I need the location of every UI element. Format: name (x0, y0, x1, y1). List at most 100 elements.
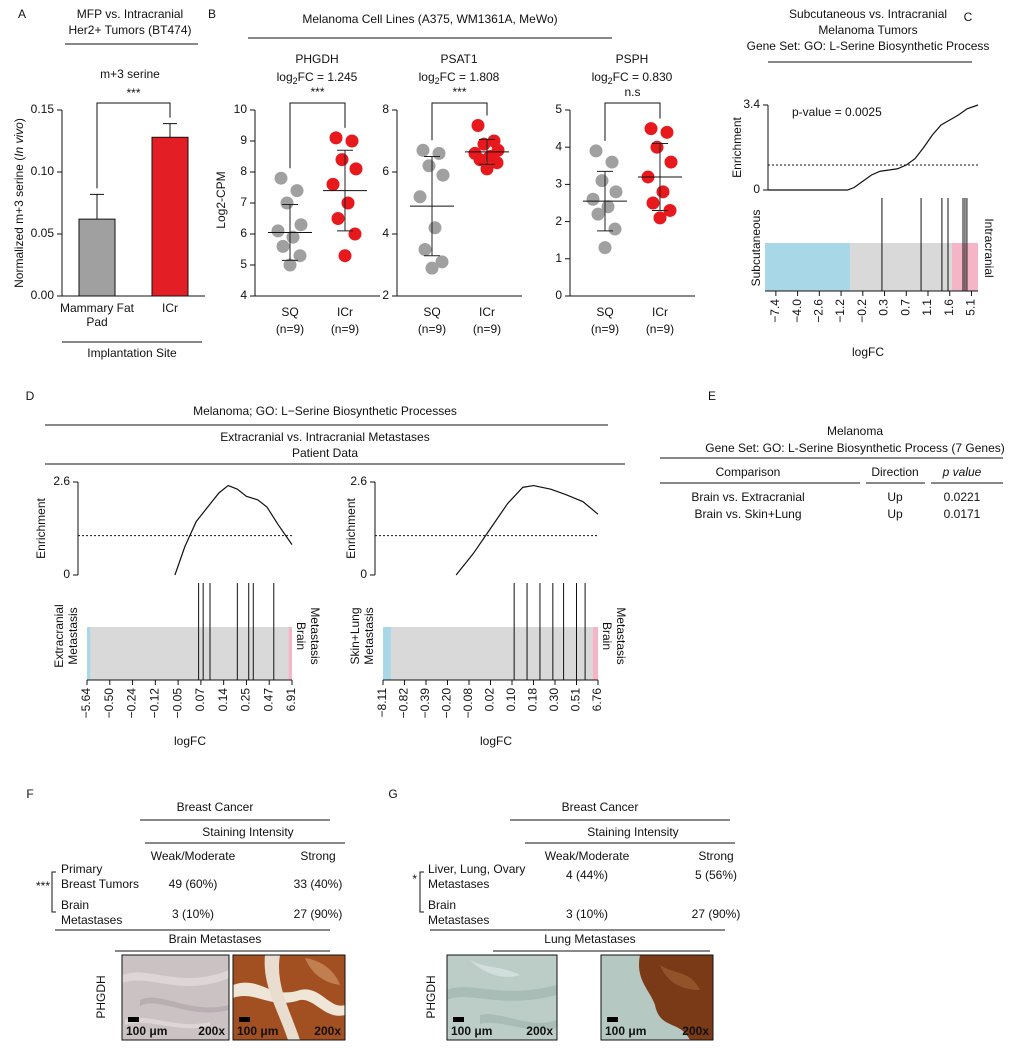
micrograph (600, 954, 714, 1041)
x-tick-label: 0.7 (898, 299, 912, 316)
y-tick-label: 0.15 (31, 102, 55, 116)
dot (331, 212, 345, 225)
significance: n.s (624, 85, 640, 99)
micrograph-frame (121, 954, 230, 1041)
micrograph-tissue (122, 970, 229, 987)
dot (290, 184, 304, 198)
column-header: Strong (698, 849, 733, 863)
y-tick-label: 8 (240, 164, 247, 178)
x-tick-label: 0.3 (877, 299, 891, 316)
micrograph-tissue (660, 965, 700, 990)
color-band (383, 627, 391, 680)
x-tick-label: ICr (479, 305, 495, 319)
dot (294, 218, 308, 232)
fc-sub: 2 (435, 76, 440, 86)
n-label: (n=9) (276, 322, 304, 336)
chart-title: Subcutaneous vs. Intracranial (789, 7, 947, 21)
micrograph-tissue (480, 1014, 557, 1031)
scale-bar (607, 1017, 618, 1022)
panel-label: B (208, 7, 216, 21)
dot (435, 255, 449, 269)
side-label: Metastasis (66, 607, 80, 664)
side-label: Metastasis (362, 607, 376, 664)
fc-label: log2FC = 1.245 (277, 70, 358, 86)
side-label: Subcutaneous (749, 210, 763, 287)
x-tick-label: 1.1 (920, 299, 934, 316)
chart-title: Gene Set: GO: L-Serine Biosynthetic Proc… (747, 39, 990, 53)
dot (335, 153, 349, 167)
dot (349, 162, 363, 176)
plot-title: PSAT1 (440, 52, 477, 66)
cell: Up (887, 490, 903, 504)
x-tick-label: 6.91 (284, 688, 298, 712)
scale-bar (239, 1017, 250, 1022)
dot (646, 196, 660, 210)
n-label: (n=9) (473, 322, 501, 336)
x-axis-label: logFC (174, 734, 206, 748)
y-axis-label: Normalized m+3 serine (In vivo) (12, 118, 26, 288)
sig-bracket (51, 871, 56, 913)
stain-label: PHGDH (94, 975, 108, 1018)
dot (280, 196, 294, 210)
micrograph (446, 954, 558, 1041)
x-tick-label-box: ICr (162, 301, 178, 315)
x-tick-label: ICr (162, 301, 178, 315)
micrograph-frame (232, 954, 346, 1041)
x-tick-label: SQ (281, 305, 298, 319)
dot (293, 249, 307, 263)
y-tick-label: 2 (382, 288, 389, 302)
dot (660, 125, 674, 139)
panel-label: D (26, 389, 35, 403)
panel-label: G (388, 787, 397, 801)
x-tick-label: SQ (596, 305, 613, 319)
n-label: (n=9) (418, 322, 446, 336)
column-header: p value (942, 465, 982, 479)
significance: *** (310, 85, 324, 99)
micrograph-frame (446, 954, 558, 1041)
cell: 5 (56%) (695, 868, 737, 882)
y-label-part: In vivo (12, 122, 26, 157)
caption: Brain Metastases (169, 932, 262, 946)
row-label: Breast Tumors (61, 877, 139, 891)
y-tick-label: 6 (240, 226, 247, 240)
x-tick-label: Mammary Fat Pad (59, 301, 134, 329)
x-tick-label: −0.08 (461, 688, 475, 719)
dot (656, 185, 670, 199)
side-label: Skin+Lung (348, 607, 362, 664)
x-tick-label: 0.47 (261, 688, 275, 712)
dot (348, 227, 362, 241)
y-tick-label: 0 (753, 182, 760, 196)
y-tick-label: 8 (382, 102, 389, 116)
scale-bar (453, 1017, 464, 1022)
magnification: 200x (314, 1024, 341, 1038)
y-tick-label: 0 (555, 288, 562, 302)
row-label: Metastases (428, 913, 489, 927)
scale-bar (128, 1017, 139, 1022)
y-tick-label: 4 (240, 288, 247, 302)
dot (326, 177, 340, 191)
micrograph-tissue (638, 955, 713, 1040)
x-tick-label: −0.05 (170, 688, 184, 719)
x-axis-label: logFC (852, 345, 884, 359)
dot (329, 131, 343, 145)
chart-title: Her2+ Tumors (BT474) (68, 23, 191, 37)
side-label: Extracranial (52, 604, 66, 667)
x-tick-label: −1.2 (833, 299, 847, 323)
group-subtitle: Extracranial vs. Intracranial Metastases (220, 430, 429, 444)
x-axis-label: Implantation Site (87, 346, 177, 360)
x-tick-label: 1.6 (942, 299, 956, 316)
dot (608, 222, 622, 236)
dot (425, 261, 439, 275)
table-title: Breast Cancer (177, 800, 254, 814)
side-label: Brain (294, 622, 308, 650)
bar (78, 218, 116, 297)
cell: 3 (10%) (566, 907, 608, 921)
micrograph-frame (600, 954, 714, 1041)
scale-label: 100 μm (237, 1024, 278, 1038)
dot (589, 144, 603, 158)
dot (428, 221, 442, 235)
error-bar (163, 123, 177, 138)
magnification: 200x (198, 1024, 225, 1038)
column-header: Strong (300, 849, 335, 863)
dot (586, 192, 600, 206)
